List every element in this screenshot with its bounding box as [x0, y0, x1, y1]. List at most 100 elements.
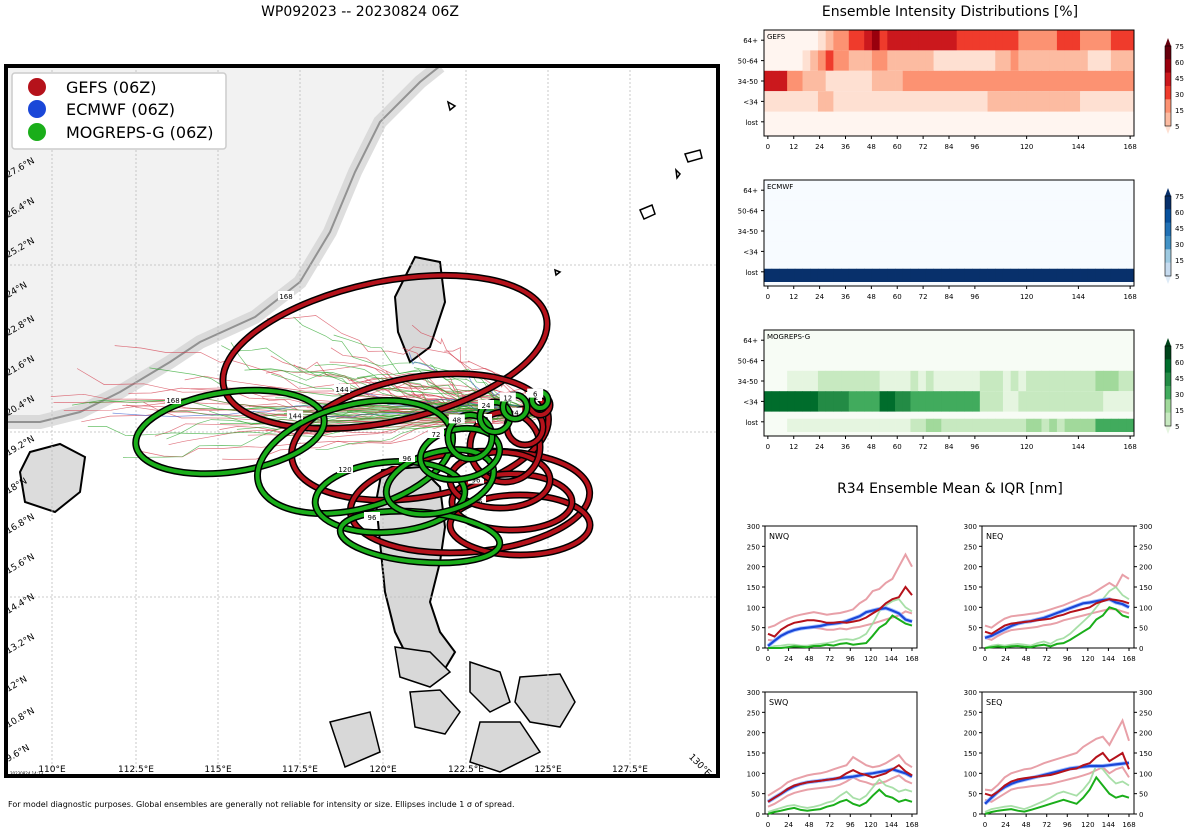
heatmap-cell [995, 70, 1004, 92]
heatmap-cell [979, 241, 988, 262]
r34-quadrant-label: NEQ [986, 532, 1003, 541]
intensity-xtick-label: 60 [893, 143, 902, 151]
heatmap-cell [1056, 50, 1066, 71]
intensity-xtick-label: 168 [1123, 443, 1136, 451]
hainan-island [18, 442, 87, 514]
heatmap-cell [1095, 350, 1104, 371]
heatmap-cell [995, 50, 1004, 71]
heatmap-cell [1064, 330, 1073, 351]
heatmap-cell [848, 370, 857, 392]
intensity-distributions: GEFS 64+ 50-64 34-50 <34 lost 0 12 24 36 48 60 72 84 9… [738, 29, 1184, 451]
heatmap-cell [833, 418, 842, 432]
heatmap-cell [949, 370, 958, 392]
heatmap-cell [864, 330, 873, 351]
legend-marker-ecmwf [28, 100, 46, 118]
heatmap-cell [810, 241, 819, 262]
heatmap-cell [887, 70, 896, 92]
heatmap-cell [949, 220, 958, 242]
heatmap-cell [1018, 418, 1027, 432]
heatmap-cell [902, 391, 911, 412]
heatmap-cell [887, 118, 896, 132]
intensity-xtick-label: 0 [766, 293, 770, 301]
r34-xtick-label: 144 [1102, 821, 1116, 829]
heatmap-cell [879, 370, 888, 392]
heatmap-cell [1056, 180, 1066, 201]
r34-ytick-label: 300 [1139, 523, 1152, 531]
heatmap-cell [841, 91, 850, 112]
heatmap-cell [1103, 391, 1112, 412]
heatmap-cell [1126, 370, 1135, 392]
ellipse-label: 96 [403, 455, 412, 463]
heatmap-cell [1126, 391, 1135, 412]
heatmap-cell [856, 370, 865, 392]
heatmap-cell [910, 268, 919, 282]
heatmap-cell [1103, 350, 1112, 371]
heatmap-cell [902, 370, 911, 392]
heatmap-cell [1080, 118, 1089, 132]
intensity-xtick-label: 120 [1020, 443, 1033, 451]
heatmap-cell [817, 370, 827, 392]
heatmap-cell [995, 30, 1004, 51]
heatmap-cell [856, 391, 865, 412]
heatmap-cell [925, 91, 934, 112]
colorbar-segment [1165, 346, 1171, 360]
heatmap-cell [871, 70, 881, 92]
heatmap-cell [887, 330, 896, 351]
intensity-xtick-label: 120 [1020, 143, 1033, 151]
colorbar-tick-label: 75 [1175, 343, 1184, 351]
heatmap-cell [918, 391, 927, 412]
heatmap-cell [871, 350, 881, 371]
heatmap-cell [1103, 70, 1112, 92]
gefs-mean [767, 763, 913, 803]
ellipse-label: 48 [452, 416, 461, 424]
heatmap-cell [979, 50, 988, 71]
heatmap-cell [802, 418, 811, 432]
heatmap-cell [1126, 220, 1135, 242]
heatmap-cell [817, 350, 827, 371]
intensity-row-label: 50-64 [738, 208, 759, 216]
r34-ytick-label: 150 [1139, 584, 1152, 592]
heatmap-cell [833, 91, 842, 112]
r34-ytick-label: 250 [964, 709, 977, 717]
intensity-xtick-label: 144 [1072, 293, 1086, 301]
heatmap-cell [764, 30, 773, 51]
gefs-iqr-high [767, 753, 913, 797]
heatmap-cell [879, 350, 888, 371]
ellipse-label: 12 [503, 394, 512, 402]
heatmap-cell [1026, 391, 1035, 412]
heatmap-cell [771, 370, 780, 392]
heatmap-cell [933, 50, 942, 71]
colorbar-segment [1165, 372, 1171, 387]
r34-ytick-label: 150 [747, 750, 760, 758]
heatmap-cell [856, 50, 865, 71]
heatmap-cell [1056, 241, 1066, 262]
heatmap-cell [1049, 241, 1058, 262]
legend-label: GEFS (06Z) [66, 78, 156, 97]
heatmap-cell [841, 418, 850, 432]
intensity-xtick-label: 144 [1072, 443, 1086, 451]
r34-ytick-label: 150 [747, 584, 760, 592]
heatmap-cell [933, 200, 942, 221]
heatmap-cell [810, 200, 819, 221]
heatmap-cell [1056, 268, 1066, 282]
heatmap-cell [1095, 268, 1104, 282]
intensity-xtick-label: 60 [893, 293, 902, 301]
heatmap-cell [933, 268, 942, 282]
heatmap-cell [933, 91, 942, 112]
heatmap-cell [779, 241, 788, 262]
heatmap-cell [1087, 118, 1096, 132]
heatmap-cell [987, 370, 996, 392]
heatmap-cell [841, 391, 850, 412]
heatmap-cell [1056, 91, 1066, 112]
heatmap-cell [949, 50, 958, 71]
heatmap-cell [1072, 350, 1081, 371]
heatmap-cell [848, 180, 857, 201]
colorbar-tick-label: 30 [1175, 241, 1184, 249]
heatmap-cell [964, 350, 973, 371]
intensity-row-label: 50-64 [738, 58, 759, 66]
heatmap-cell [1064, 220, 1073, 242]
heatmap-cell [1002, 220, 1012, 242]
heatmap-cell [794, 350, 803, 371]
heatmap-cell [902, 418, 911, 432]
heatmap-cell [787, 268, 796, 282]
